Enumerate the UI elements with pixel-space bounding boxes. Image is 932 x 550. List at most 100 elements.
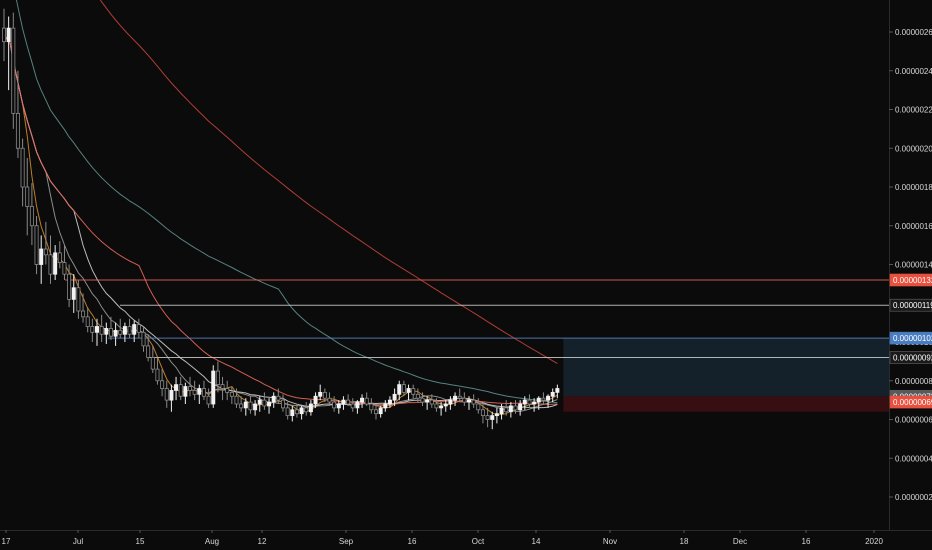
price-tag-label: 0.00000069 [893, 398, 932, 407]
xtick-label: 16 [802, 537, 811, 546]
candle-body [95, 326, 100, 333]
candle-body [136, 324, 141, 333]
candle-body [392, 393, 397, 401]
price-tag-bg [889, 351, 932, 364]
candle-body [127, 326, 132, 335]
ma-line-140 [99, 0, 558, 364]
candle-body [332, 401, 337, 409]
candle-body [141, 331, 146, 347]
candle-body [85, 316, 90, 327]
xtick-label: 17 [2, 537, 11, 546]
price-tag-label: 0.00000132 [893, 276, 932, 285]
position-zone [563, 338, 889, 412]
candle-body [108, 328, 113, 337]
candle-body [304, 407, 309, 413]
candle-body [122, 326, 127, 335]
candle-body [71, 287, 76, 300]
candle-body [29, 205, 34, 227]
candle-body [401, 384, 406, 393]
price-tags: 0.00000132 0.00000119 0.00000102 0.00000092… [889, 273, 932, 409]
candle-body [522, 399, 527, 405]
candle-body [2, 27, 7, 43]
candle-body [313, 395, 318, 405]
candle-body [211, 370, 216, 405]
candle-body [76, 287, 81, 312]
candle-body [25, 186, 30, 207]
price-tag-label: 0.00000092 [893, 354, 932, 363]
candle-body [471, 399, 476, 405]
xtick-label: Sep [339, 537, 354, 546]
candle-body [494, 413, 499, 417]
candle-body [550, 391, 555, 397]
price-tag-label: 0.00000102 [893, 334, 932, 343]
candle-body [229, 391, 234, 397]
candle-body [150, 357, 155, 370]
candle-body [360, 397, 365, 403]
candle-body [67, 273, 72, 300]
candle-body [146, 345, 151, 358]
xtick-label: Dec [733, 537, 747, 546]
candle-body [364, 397, 369, 405]
candle-body [290, 409, 295, 417]
horizontal-levels[interactable] [65, 279, 889, 358]
candle-body [443, 403, 448, 407]
candle-body [160, 380, 165, 389]
candle-body [276, 395, 281, 401]
candle-body [336, 403, 341, 409]
candle-body [90, 326, 95, 333]
xtick-label: Oct [472, 537, 485, 546]
candle-body [6, 27, 11, 43]
candle-body [267, 401, 272, 407]
candle-body [201, 388, 206, 397]
candle-body [429, 399, 434, 405]
xtick-label: 15 [136, 537, 145, 546]
candle-body [439, 405, 444, 409]
candle-body [285, 407, 290, 417]
candle-body [53, 252, 58, 275]
candle-body [178, 384, 183, 397]
candle-body [262, 399, 267, 407]
candle-body [513, 405, 518, 411]
candle-body [536, 397, 541, 403]
candle-body [420, 397, 425, 403]
candles [2, 8, 560, 430]
candle-body [294, 409, 299, 415]
candle-body [299, 407, 304, 415]
candle-body [341, 399, 346, 405]
price-tag-bg [889, 331, 932, 345]
candle-body [373, 409, 378, 415]
candle-body [280, 399, 285, 409]
candle-body [355, 401, 360, 409]
price-tag-bg [889, 395, 932, 409]
price-tag-label: 0.00000119 [893, 301, 932, 310]
candle-body [476, 403, 481, 411]
time-axis[interactable]: 17 Jul 15 Aug 12 Sep 16 Oct 14 Nov 18 Dec 16 2020 [2, 530, 884, 546]
candle-body [81, 310, 86, 318]
candle-body [318, 391, 323, 397]
candle-body [434, 403, 439, 409]
candle-body [490, 415, 495, 420]
candle-body [169, 390, 174, 401]
candle-body [271, 395, 276, 403]
candle-body [411, 388, 416, 395]
candle-body [243, 401, 248, 409]
candle-body [48, 254, 53, 275]
candle-body [257, 399, 262, 405]
candle-body [457, 395, 462, 399]
candle-body [99, 326, 104, 335]
xtick-label: 16 [408, 537, 417, 546]
candle-body [387, 399, 392, 405]
candle-body [322, 391, 327, 399]
candle-body [11, 27, 16, 114]
candle-body [183, 386, 188, 397]
candle-body [62, 262, 67, 275]
candle-body [462, 397, 467, 403]
